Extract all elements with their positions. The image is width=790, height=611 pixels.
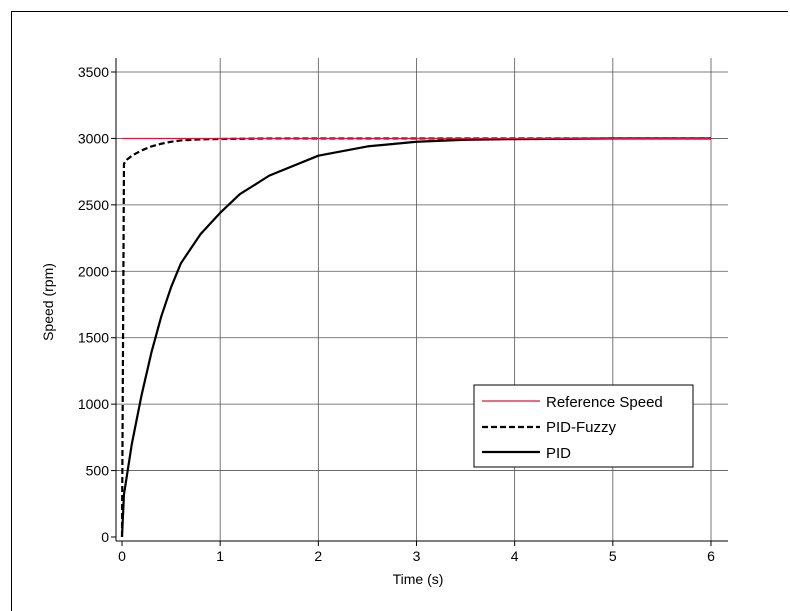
x-tick-label: 0 <box>118 548 126 564</box>
x-axis-label: Time (s) <box>393 571 444 587</box>
speed-response-chart: 0 1 2 3 4 5 6 0 500 1000 1500 2000 2500 3000 3500 Time… <box>40 58 728 587</box>
x-tick-label: 4 <box>511 548 519 564</box>
series-pid <box>120 137 711 538</box>
axes <box>115 58 728 542</box>
legend: Reference Speed PID-Fuzzy PID <box>473 384 694 468</box>
y-tick-label: 1000 <box>78 396 109 412</box>
y-tick-label: 2000 <box>78 263 109 279</box>
x-tick-label: 6 <box>707 548 715 564</box>
tick-labels: 0 1 2 3 4 5 6 0 500 1000 1500 2000 2500 3000 3500 <box>78 64 715 564</box>
legend-label-pid: PID <box>546 445 571 462</box>
y-tick-label: 0 <box>101 529 109 545</box>
x-tick-label: 1 <box>216 548 224 564</box>
y-tick-label: 3500 <box>78 64 109 80</box>
y-tick-label: 1500 <box>78 330 109 346</box>
x-tick-label: 2 <box>314 548 322 564</box>
x-tick-label: 5 <box>609 548 617 564</box>
x-tick-label: 3 <box>413 548 421 564</box>
grid <box>116 58 728 541</box>
y-axis-label: Speed (rpm) <box>40 263 56 341</box>
legend-label-reference: Reference Speed <box>546 394 663 411</box>
y-tick-label: 500 <box>86 463 110 479</box>
legend-label-pid-fuzzy: PID-Fuzzy <box>546 419 617 436</box>
y-tick-label: 3000 <box>78 130 109 146</box>
figure-frame <box>11 11 788 611</box>
y-tick-label: 2500 <box>78 197 109 213</box>
series-layer <box>120 137 711 538</box>
